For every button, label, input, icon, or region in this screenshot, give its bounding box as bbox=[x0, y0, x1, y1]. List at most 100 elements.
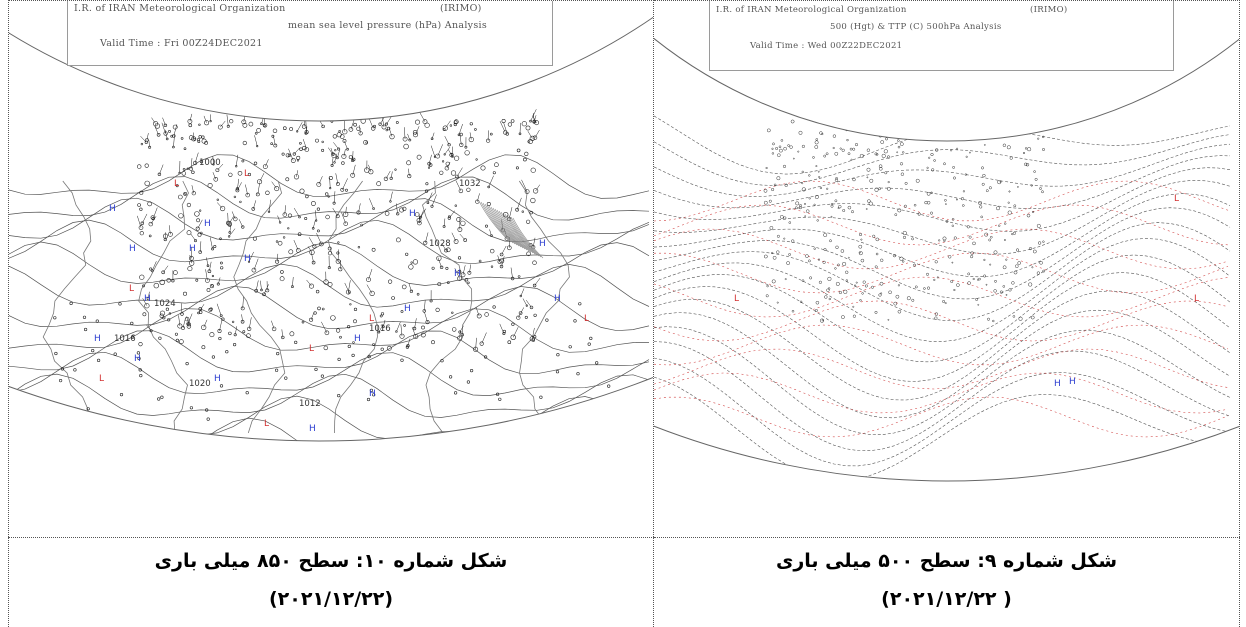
wind-barb bbox=[456, 167, 463, 177]
wind-barb bbox=[292, 277, 294, 287]
station-plot bbox=[502, 331, 506, 335]
station-plot bbox=[440, 359, 444, 363]
station-plot bbox=[902, 151, 905, 154]
wind-barb bbox=[499, 121, 506, 133]
temperature-contour bbox=[654, 348, 1229, 390]
wind-barb bbox=[454, 268, 460, 279]
station-plot bbox=[778, 145, 782, 149]
station-plot bbox=[160, 395, 164, 399]
station-plot bbox=[1012, 231, 1016, 235]
station-plot bbox=[1026, 213, 1031, 218]
station-plot bbox=[486, 202, 491, 207]
station-plot bbox=[241, 119, 247, 125]
station-plot bbox=[332, 134, 337, 139]
station-plot bbox=[378, 122, 382, 126]
station-plot bbox=[406, 344, 410, 348]
station-plot bbox=[881, 153, 886, 158]
station-plot bbox=[804, 202, 806, 205]
station-plot bbox=[926, 119, 929, 123]
left-caption-cell: شکل شماره ۱۰: سطح ۸۵۰ میلی باری (۲۰۲۱/۱۲… bbox=[8, 537, 654, 627]
height-contour bbox=[654, 167, 1231, 232]
station-plot bbox=[813, 247, 816, 250]
high-pressure-label: H bbox=[204, 219, 211, 229]
station-plot bbox=[314, 367, 318, 372]
station-plot bbox=[1000, 119, 1004, 123]
wind-barb bbox=[148, 291, 150, 299]
station-plot bbox=[323, 345, 328, 351]
station-plot bbox=[884, 171, 888, 175]
station-plot bbox=[962, 190, 965, 193]
station-plot bbox=[399, 207, 405, 213]
wind-barb bbox=[182, 317, 186, 329]
wind-barb bbox=[368, 268, 373, 280]
station-plot bbox=[824, 295, 828, 299]
station-plot bbox=[118, 302, 122, 306]
station-plot bbox=[338, 130, 341, 133]
wind-barb bbox=[441, 243, 447, 251]
station-plot bbox=[841, 315, 845, 319]
station-plot bbox=[888, 290, 892, 295]
station-plot bbox=[175, 184, 179, 188]
station-plot bbox=[765, 166, 768, 170]
high-pressure-label: H bbox=[129, 244, 136, 254]
station-plot bbox=[442, 160, 445, 163]
station-plot bbox=[464, 278, 469, 282]
wind-barb bbox=[451, 146, 454, 155]
wind-barb bbox=[237, 178, 239, 189]
wind-barb bbox=[381, 116, 385, 128]
station-plot bbox=[311, 260, 316, 265]
station-plot bbox=[942, 236, 947, 241]
station-plot bbox=[245, 391, 249, 395]
wind-barb bbox=[475, 337, 477, 350]
station-plot bbox=[487, 185, 491, 189]
station-plot bbox=[934, 316, 938, 320]
high-pressure-label: H bbox=[539, 239, 546, 249]
station-plot bbox=[845, 279, 848, 282]
station-plot bbox=[317, 306, 321, 311]
station-plot bbox=[568, 345, 572, 349]
station-plot bbox=[381, 124, 387, 130]
station-plot bbox=[335, 156, 339, 160]
station-plot bbox=[308, 283, 314, 289]
wind-barb bbox=[219, 319, 223, 332]
station-plot bbox=[299, 188, 305, 194]
station-plot bbox=[966, 225, 970, 229]
wind-barb bbox=[180, 303, 183, 314]
station-plot bbox=[348, 155, 353, 160]
wind-barb bbox=[307, 246, 313, 253]
station-plot bbox=[573, 319, 577, 323]
station-plot bbox=[454, 155, 460, 161]
station-plot bbox=[201, 135, 205, 139]
isobar-line bbox=[9, 154, 650, 199]
station-plot bbox=[771, 147, 774, 150]
wind-barb bbox=[308, 237, 315, 247]
wind-barb bbox=[152, 207, 158, 219]
station-plot bbox=[769, 226, 774, 230]
station-plot bbox=[977, 303, 980, 306]
wind-barb bbox=[418, 210, 424, 221]
wind-barb bbox=[194, 152, 199, 164]
station-plot bbox=[771, 251, 774, 255]
contour-bundle bbox=[504, 213, 536, 255]
wind-barb bbox=[154, 125, 159, 135]
contour-bundle bbox=[494, 208, 526, 250]
station-plot bbox=[227, 235, 231, 238]
station-plot bbox=[402, 206, 407, 211]
station-plot bbox=[1013, 270, 1018, 275]
station-plot bbox=[358, 131, 363, 136]
station-plot bbox=[498, 397, 502, 401]
station-plot bbox=[357, 246, 361, 249]
wind-barb bbox=[369, 198, 374, 209]
station-plot bbox=[60, 367, 65, 371]
wind-barb bbox=[459, 133, 462, 145]
wind-barb bbox=[276, 253, 279, 262]
station-plot bbox=[416, 292, 420, 296]
isobar-line bbox=[9, 285, 650, 332]
wind-barb bbox=[253, 200, 257, 210]
station-plot bbox=[139, 190, 144, 195]
station-plot bbox=[851, 210, 854, 214]
isobar-line bbox=[9, 263, 650, 308]
station-plot bbox=[1028, 282, 1033, 287]
wind-barb bbox=[248, 317, 252, 329]
station-plot bbox=[137, 164, 142, 169]
